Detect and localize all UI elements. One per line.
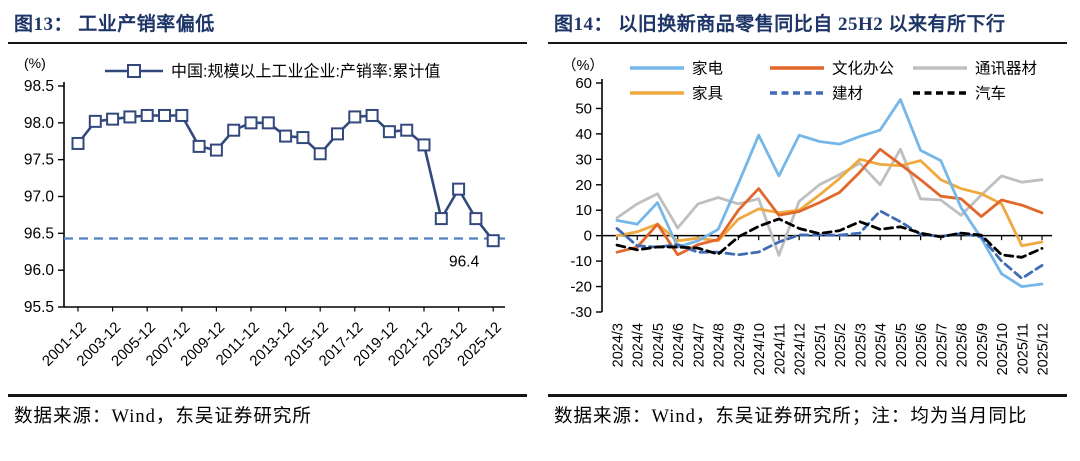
figure-13-panel: 图13： 工业产销率偏低 98.5 98.0 97.5 97.0 96.5 96.0 95.…	[0, 14, 540, 427]
svg-text:2024/3: 2024/3	[611, 323, 627, 367]
svg-text:40: 40	[575, 126, 592, 143]
svg-text:0: 0	[584, 228, 592, 245]
data-marker	[88, 114, 102, 128]
data-marker	[227, 123, 241, 137]
svg-text:2024/12: 2024/12	[793, 323, 809, 375]
svg-text:2025/8: 2025/8	[955, 323, 971, 367]
legend-marker	[127, 64, 141, 78]
legend-label-2: 通讯器材	[975, 60, 1037, 78]
svg-text:2024/4: 2024/4	[631, 323, 647, 367]
legend-label-1: 文化办公	[832, 60, 894, 78]
figure-14-title-divider	[548, 42, 1067, 44]
data-marker	[192, 139, 206, 153]
trade-in-retail-yoy-chart: 60 50 40 30 20 10 0 -10 -20 -30 （%） 2024/3 2024/4 202…	[540, 44, 1080, 394]
industrial-sales-ratio-svg: 98.598.097.597.096.596.095.5(%)2001-1220…	[24, 55, 505, 370]
series-line-1	[615, 147, 1044, 257]
svg-text:10: 10	[575, 202, 592, 219]
data-marker	[158, 108, 171, 122]
data-marker	[279, 129, 293, 143]
data-marker	[106, 112, 120, 126]
legend-label-5: 汽车	[975, 85, 1006, 103]
data-marker	[434, 212, 448, 226]
svg-text:2024/7: 2024/7	[691, 323, 707, 367]
svg-text:2025/5: 2025/5	[894, 323, 910, 367]
series-line-4	[615, 209, 1044, 280]
data-marker	[296, 131, 310, 145]
legend-label-4: 建材	[832, 85, 863, 103]
y-axis-unit-label: （%）	[562, 57, 604, 74]
svg-text:2025/6: 2025/6	[914, 323, 930, 367]
series-line-3	[615, 157, 1044, 248]
data-marker	[313, 147, 327, 161]
svg-text:96.0: 96.0	[24, 262, 55, 279]
data-marker	[244, 116, 258, 130]
svg-text:98.0: 98.0	[24, 115, 55, 132]
svg-text:30: 30	[575, 151, 592, 168]
svg-text:2024/11: 2024/11	[772, 323, 788, 374]
figure-13-source: 数据来源：Wind，东吴证券研究所	[14, 407, 312, 427]
svg-text:97.0: 97.0	[24, 189, 55, 206]
svg-text:2025/12: 2025/12	[1036, 323, 1052, 375]
svg-text:2025/1: 2025/1	[813, 323, 829, 367]
svg-text:95.5: 95.5	[24, 299, 54, 316]
svg-text:2024/10: 2024/10	[752, 323, 768, 375]
svg-text:2025/11: 2025/11	[1015, 323, 1031, 374]
svg-text:50: 50	[575, 100, 592, 117]
svg-text:-30: -30	[570, 304, 592, 321]
y-axis-unit-label: (%)	[24, 55, 46, 71]
data-marker	[348, 110, 362, 124]
svg-text:-10: -10	[570, 253, 592, 270]
svg-text:2025/3: 2025/3	[853, 323, 869, 367]
figure-14-panel: 图14： 以旧换新商品零售同比自 25H2 以来有所下行 60 50 40 30 20 1…	[540, 0, 1080, 461]
figure-13-title-divider	[8, 42, 527, 44]
data-marker	[71, 136, 85, 150]
data-marker	[382, 125, 396, 139]
svg-text:2025/10: 2025/10	[995, 323, 1011, 375]
data-marker	[365, 108, 379, 122]
svg-text:2024/5: 2024/5	[651, 323, 667, 367]
data-marker	[400, 123, 414, 137]
data-marker	[123, 110, 137, 124]
svg-text:2024/6: 2024/6	[671, 323, 687, 367]
svg-text:2024/9: 2024/9	[732, 323, 748, 367]
figure-14-source: 数据来源：Wind，东吴证券研究所；注：均为当月同比	[554, 407, 1028, 427]
series-line-5	[615, 217, 1044, 259]
legend-label-0: 家电	[692, 60, 723, 78]
svg-text:2025/7: 2025/7	[934, 323, 950, 367]
data-marker	[486, 234, 500, 248]
svg-text:2025/2: 2025/2	[833, 323, 849, 367]
figure-13-bottom-divider	[8, 394, 527, 397]
figure-14-bottom-divider	[548, 394, 1067, 397]
svg-text:20: 20	[575, 177, 592, 194]
data-marker	[452, 182, 466, 196]
series-line-0	[615, 98, 1044, 289]
data-marker	[469, 212, 483, 226]
svg-text:96.5: 96.5	[24, 225, 54, 242]
data-marker	[331, 127, 344, 141]
svg-text:2025/4: 2025/4	[874, 323, 890, 367]
data-marker	[140, 108, 154, 122]
data-marker	[417, 138, 431, 152]
data-marker	[261, 116, 275, 130]
data-marker	[175, 108, 189, 122]
legend-label-3: 家具	[692, 85, 723, 103]
figure-14-title: 图14： 以旧换新商品零售同比自 25H2 以来有所下行	[554, 14, 1006, 35]
value-annotation: 96.4	[449, 254, 480, 271]
svg-text:60: 60	[575, 75, 592, 92]
svg-text:2025/9: 2025/9	[975, 323, 991, 367]
data-marker	[209, 143, 223, 157]
svg-text:97.5: 97.5	[24, 152, 54, 169]
series-line-2	[615, 147, 1044, 257]
svg-text:2024/8: 2024/8	[712, 323, 728, 367]
svg-text:98.5: 98.5	[24, 78, 54, 95]
svg-text:-20: -20	[570, 279, 592, 296]
figure-13-title: 图13： 工业产销率偏低	[14, 14, 215, 35]
legend-label-0: 中国:规模以上工业企业:产销率:累计值	[171, 63, 440, 81]
industrial-sales-ratio-chart: 98.5 98.0 97.5 97.0 96.5 96.0 95.5 (%) 2001-12 20…	[0, 44, 540, 394]
